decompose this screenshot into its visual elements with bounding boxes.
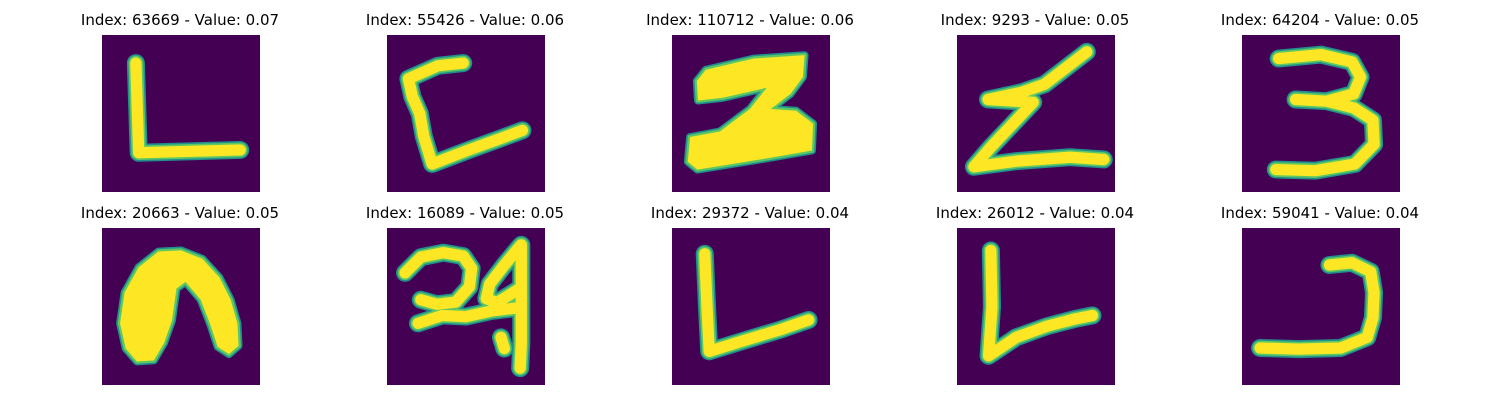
panel-title: Index: 26012 - Value: 0.04 [935,204,1135,222]
panel-10: Index: 59041 - Value: 0.04 [1170,193,1470,385]
digit-image-l [672,228,830,385]
digit-image-3 [1242,35,1400,192]
panel-5: Index: 64204 - Value: 0.05 [1170,0,1470,192]
panel-7: Index: 16089 - Value: 0.05 [315,193,615,385]
panel-title: Index: 20663 - Value: 0.05 [80,204,280,222]
digit-image-l [102,35,260,192]
panel-6: Index: 20663 - Value: 0.05 [30,193,330,385]
panel-title: Index: 29372 - Value: 0.04 [650,204,850,222]
panel-3: Index: 110712 - Value: 0.06 [600,0,900,192]
panel-title: Index: 16089 - Value: 0.05 [365,204,565,222]
panel-title: Index: 59041 - Value: 0.04 [1220,204,1420,222]
panel-4: Index: 9293 - Value: 0.05 [885,0,1185,192]
panel-title: Index: 55426 - Value: 0.06 [365,11,565,29]
panel-title: Index: 9293 - Value: 0.05 [940,11,1130,29]
digit-image-n [102,228,260,385]
panel-8: Index: 29372 - Value: 0.04 [600,193,900,385]
panel-2: Index: 55426 - Value: 0.06 [315,0,615,192]
panel-title: Index: 64204 - Value: 0.05 [1220,11,1420,29]
digit-image-c [387,35,545,192]
digit-image-j [1242,228,1400,385]
digit-image-z [957,35,1115,192]
panel-title: Index: 63669 - Value: 0.07 [80,11,280,29]
digit-image-l [957,228,1115,385]
digit-image-2 [672,35,830,192]
panel-1: Index: 63669 - Value: 0.07 [30,0,330,192]
panel-title: Index: 110712 - Value: 0.06 [646,11,854,29]
digit-image-24 [387,228,545,385]
panel-9: Index: 26012 - Value: 0.04 [885,193,1185,385]
